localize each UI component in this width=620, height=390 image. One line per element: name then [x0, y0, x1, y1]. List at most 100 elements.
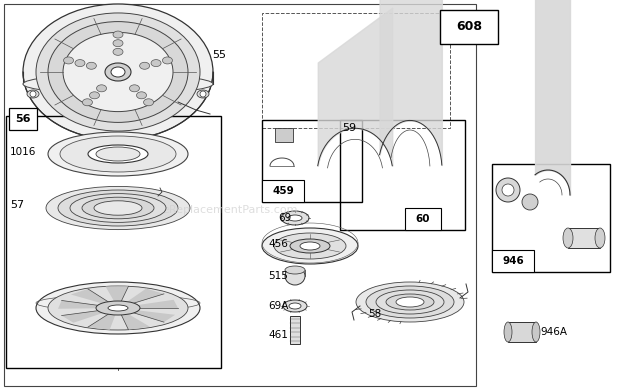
- Polygon shape: [61, 308, 118, 323]
- Bar: [262, 180, 304, 202]
- Ellipse shape: [48, 21, 188, 122]
- Polygon shape: [118, 308, 150, 330]
- Bar: [262, 120, 362, 202]
- Ellipse shape: [356, 282, 464, 322]
- Ellipse shape: [151, 60, 161, 67]
- Text: 56: 56: [16, 114, 31, 124]
- Ellipse shape: [595, 228, 605, 248]
- Ellipse shape: [289, 303, 301, 309]
- Ellipse shape: [140, 62, 149, 69]
- Polygon shape: [88, 308, 118, 330]
- Text: 946: 946: [502, 256, 524, 266]
- Ellipse shape: [285, 267, 305, 285]
- Ellipse shape: [105, 63, 131, 81]
- Bar: [492, 250, 534, 272]
- Ellipse shape: [300, 242, 320, 250]
- Text: eReplacementParts.com: eReplacementParts.com: [162, 205, 298, 215]
- Ellipse shape: [75, 60, 85, 67]
- Ellipse shape: [108, 305, 128, 311]
- Polygon shape: [58, 300, 118, 309]
- Circle shape: [496, 178, 520, 202]
- Ellipse shape: [48, 286, 188, 330]
- Bar: [340, 120, 465, 230]
- Text: 57: 57: [10, 200, 24, 210]
- Polygon shape: [118, 308, 175, 322]
- Ellipse shape: [290, 239, 330, 253]
- Bar: [440, 10, 498, 44]
- Ellipse shape: [63, 57, 74, 64]
- Ellipse shape: [111, 67, 125, 77]
- Text: 58: 58: [368, 309, 381, 319]
- Text: 69A: 69A: [268, 301, 288, 311]
- Ellipse shape: [283, 300, 307, 312]
- Ellipse shape: [197, 90, 209, 98]
- Ellipse shape: [60, 136, 176, 172]
- Ellipse shape: [504, 322, 512, 342]
- Text: 456: 456: [268, 239, 288, 249]
- Ellipse shape: [396, 297, 424, 307]
- Ellipse shape: [288, 215, 302, 221]
- Ellipse shape: [386, 294, 434, 310]
- Bar: [4, 4, 476, 386]
- Ellipse shape: [36, 13, 200, 131]
- Ellipse shape: [82, 197, 154, 219]
- Ellipse shape: [563, 228, 573, 248]
- Ellipse shape: [36, 282, 200, 334]
- Text: 59: 59: [342, 123, 356, 133]
- Bar: [6, 116, 221, 368]
- Bar: [492, 164, 610, 272]
- Polygon shape: [118, 289, 164, 308]
- Ellipse shape: [532, 322, 540, 342]
- Ellipse shape: [89, 92, 99, 99]
- Ellipse shape: [46, 186, 190, 230]
- Text: 608: 608: [456, 21, 482, 34]
- Ellipse shape: [366, 286, 454, 318]
- Ellipse shape: [113, 31, 123, 38]
- Ellipse shape: [70, 193, 166, 222]
- Text: 461: 461: [268, 330, 288, 340]
- Ellipse shape: [48, 132, 188, 176]
- Ellipse shape: [376, 290, 444, 314]
- Ellipse shape: [96, 301, 140, 315]
- Ellipse shape: [94, 201, 142, 215]
- Text: 69: 69: [278, 213, 291, 223]
- Text: 459: 459: [272, 186, 294, 196]
- Bar: [508, 322, 536, 342]
- Circle shape: [30, 91, 36, 97]
- Polygon shape: [118, 300, 178, 308]
- Bar: [9, 108, 37, 130]
- Ellipse shape: [58, 190, 178, 226]
- Ellipse shape: [281, 211, 309, 225]
- Ellipse shape: [274, 233, 346, 259]
- Ellipse shape: [23, 74, 213, 94]
- Bar: [275, 128, 293, 142]
- Ellipse shape: [144, 99, 154, 106]
- Text: 60: 60: [416, 214, 430, 224]
- Ellipse shape: [88, 145, 148, 163]
- Ellipse shape: [86, 62, 96, 69]
- Ellipse shape: [63, 32, 173, 112]
- Text: 55: 55: [212, 50, 226, 60]
- Ellipse shape: [130, 85, 140, 92]
- Polygon shape: [105, 286, 128, 308]
- Bar: [405, 208, 441, 230]
- Circle shape: [522, 194, 538, 210]
- Ellipse shape: [27, 90, 39, 98]
- Ellipse shape: [162, 57, 172, 64]
- Ellipse shape: [113, 48, 123, 55]
- Ellipse shape: [23, 4, 213, 140]
- Ellipse shape: [97, 85, 107, 92]
- Ellipse shape: [262, 228, 358, 264]
- Text: 515: 515: [268, 271, 288, 281]
- Text: 946A: 946A: [540, 327, 567, 337]
- Circle shape: [200, 91, 206, 97]
- Ellipse shape: [82, 99, 92, 106]
- Bar: [262, 13, 450, 128]
- Ellipse shape: [285, 266, 305, 274]
- Bar: [568, 228, 600, 248]
- Ellipse shape: [96, 147, 140, 161]
- Circle shape: [502, 184, 514, 196]
- Bar: [290, 316, 300, 344]
- Ellipse shape: [113, 40, 123, 47]
- Polygon shape: [71, 289, 118, 308]
